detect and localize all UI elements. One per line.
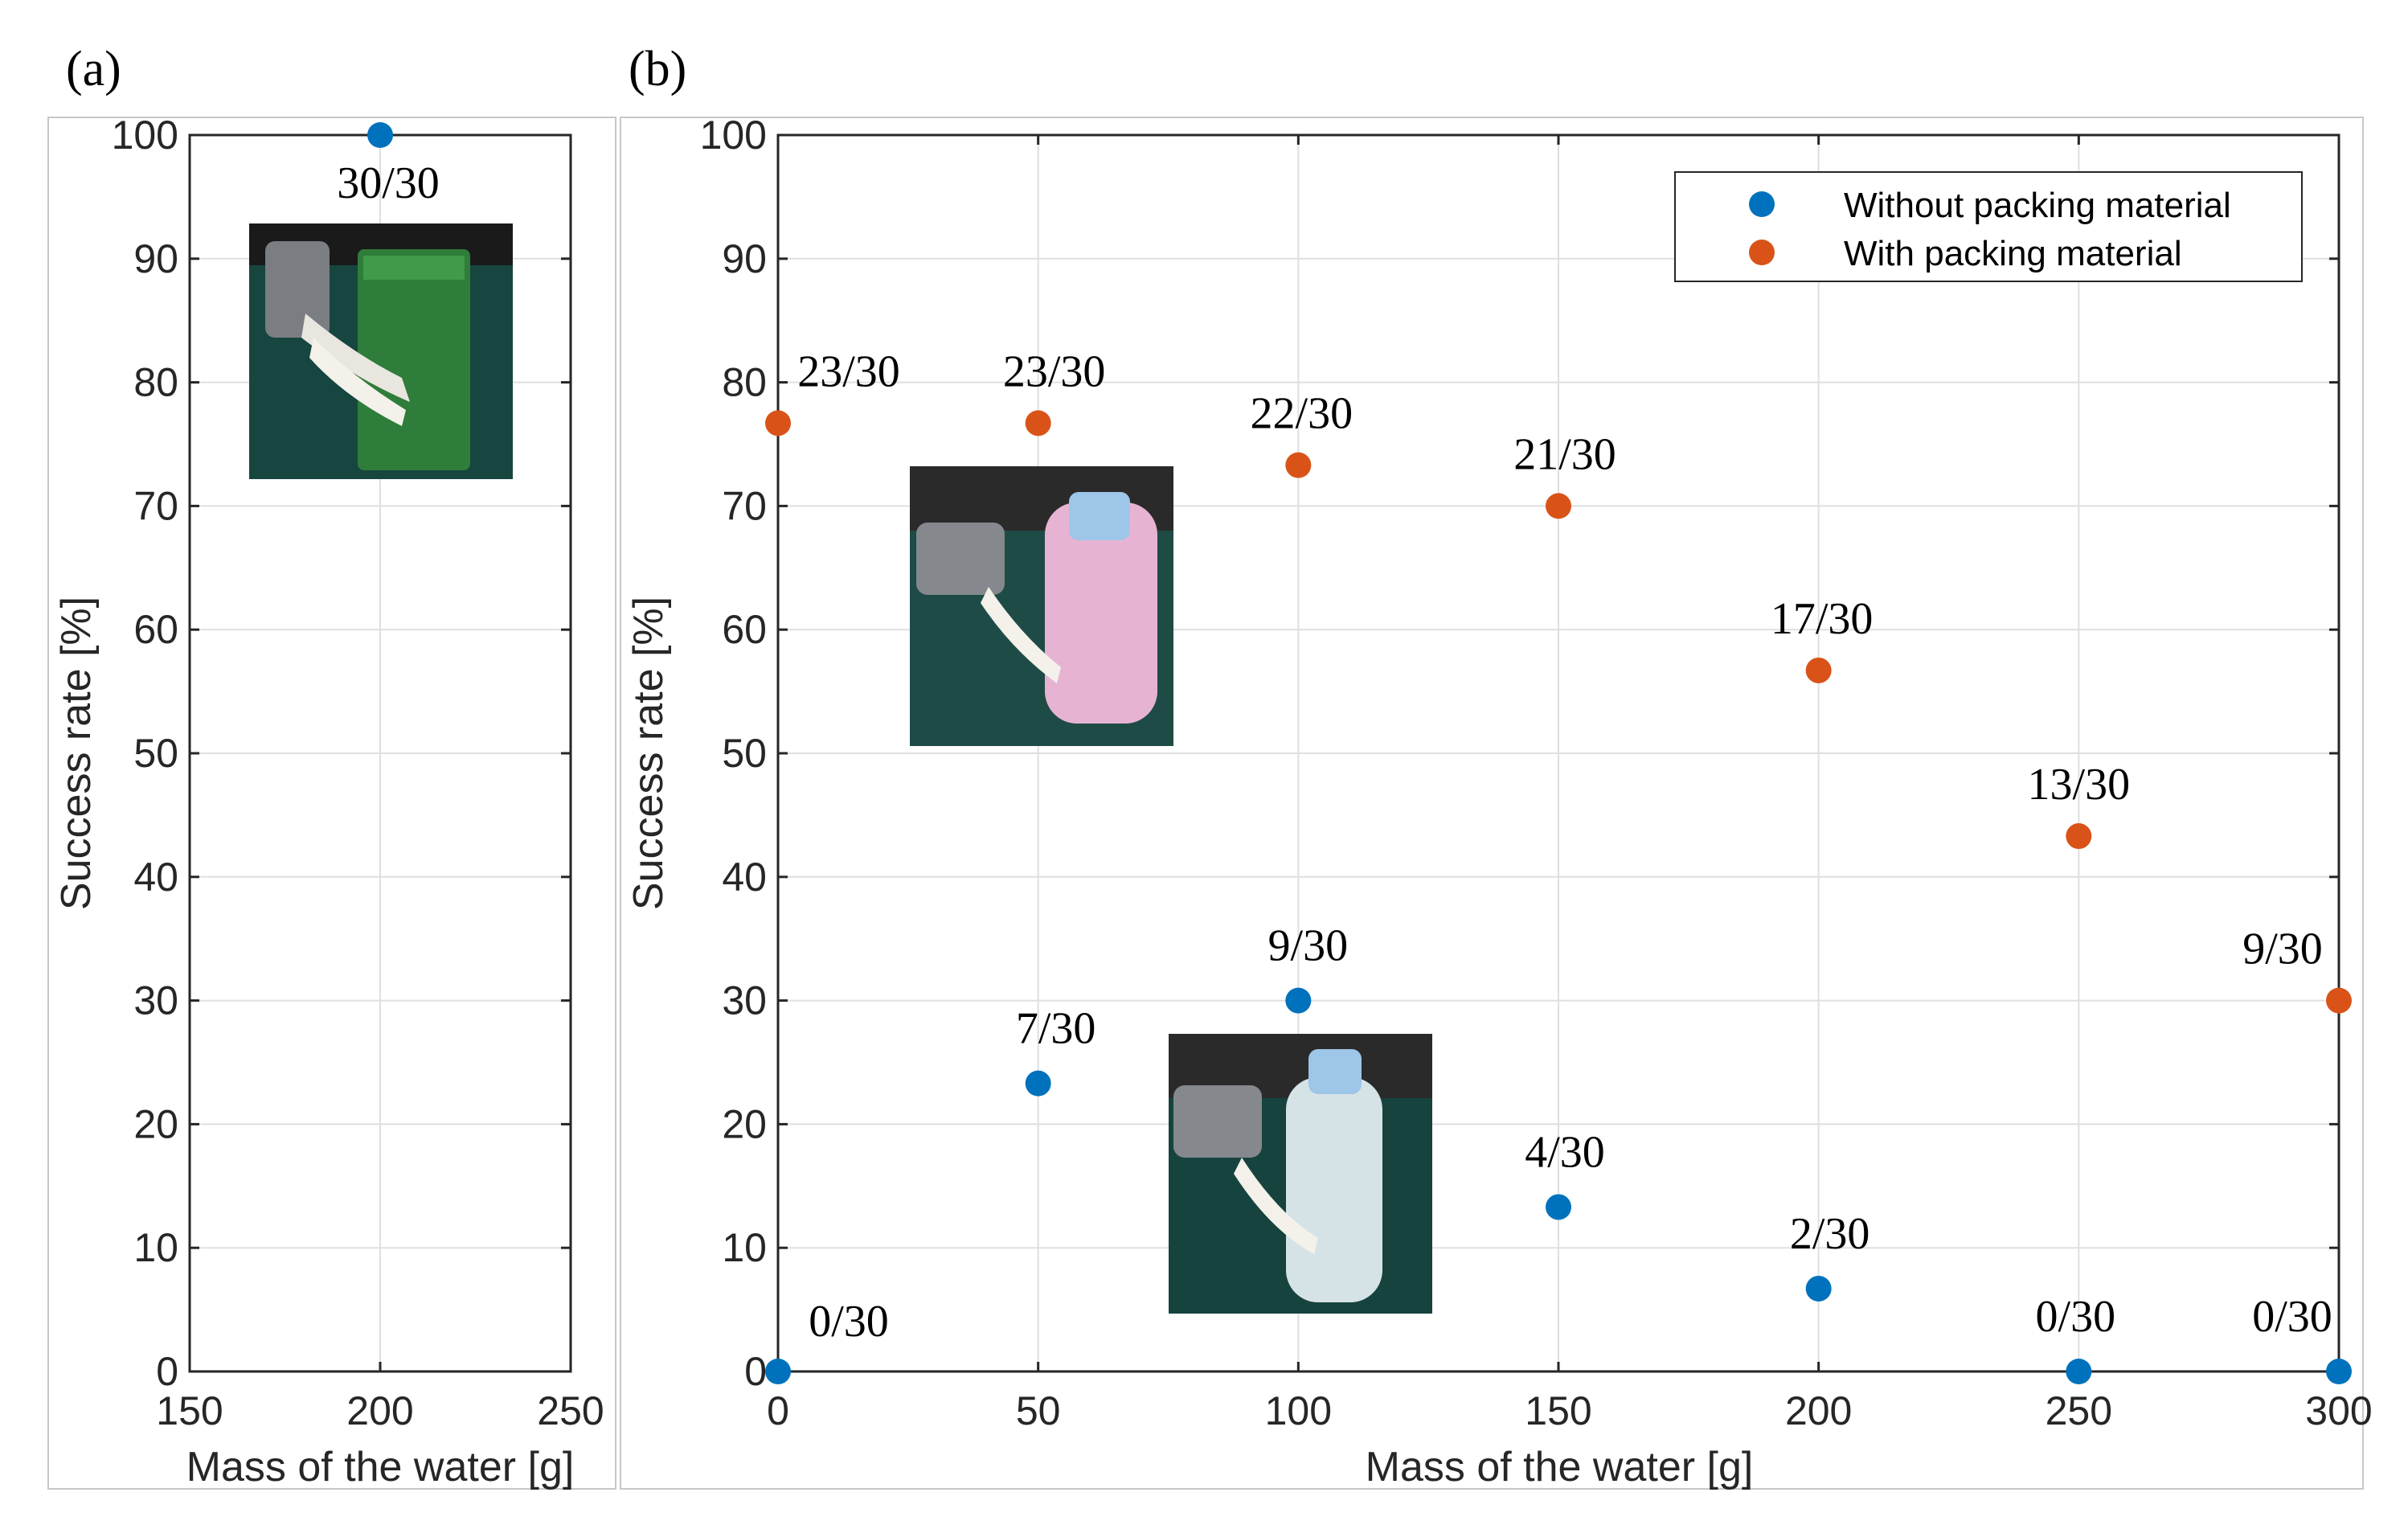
y-tick-label: 90 bbox=[722, 236, 767, 281]
plot-a: 0 10 20 30 40 50 60 70 80 90 100 150 200 250 30/30 M… bbox=[53, 113, 604, 1490]
panel-a-label: (a) bbox=[66, 42, 121, 96]
marks-b: 0/30 7/30 9/30 4/30 2/30 0/30 0/30 23/30 23/30 22… bbox=[765, 346, 2352, 1384]
data-point bbox=[1805, 1275, 1832, 1302]
y-tick-label: 40 bbox=[722, 855, 767, 900]
panel-b-frame bbox=[620, 117, 2364, 1490]
y-axis-title-b: Success rate [%] bbox=[625, 597, 672, 910]
data-label: 23/30 bbox=[1003, 346, 1106, 396]
data-label: 9/30 bbox=[1268, 921, 1349, 971]
data-label: 4/30 bbox=[1525, 1127, 1605, 1177]
x-tick-label: 250 bbox=[2046, 1388, 2112, 1433]
data-point bbox=[1285, 452, 1312, 478]
gripper-holding-bottle-with-packing-material-photo bbox=[910, 466, 1173, 746]
y-tick-label: 20 bbox=[722, 1101, 767, 1146]
x-tick-label: 100 bbox=[1265, 1388, 1332, 1433]
y-tick-label: 70 bbox=[722, 483, 767, 528]
data-label: 13/30 bbox=[2028, 760, 2131, 810]
y-tick-label: 0 bbox=[744, 1349, 767, 1394]
data-point bbox=[765, 1359, 791, 1384]
data-point bbox=[2066, 1359, 2092, 1384]
legend-box bbox=[1674, 171, 2303, 282]
data-label: 0/30 bbox=[2252, 1292, 2332, 1342]
data-point bbox=[1285, 987, 1312, 1014]
x-axis-title-b: Mass of the water [g] bbox=[1366, 1444, 1754, 1490]
y-tick-label: 60 bbox=[722, 607, 767, 652]
data-point bbox=[2066, 823, 2092, 850]
data-point bbox=[1805, 657, 1832, 683]
x-tick-label: 150 bbox=[156, 1388, 223, 1433]
y-axis-title-a: Success rate [%] bbox=[53, 597, 100, 910]
legend: Without packing material With packing ma… bbox=[1674, 171, 2303, 282]
y-tick-label: 50 bbox=[722, 731, 767, 776]
y-tick-label: 100 bbox=[700, 113, 767, 158]
data-point bbox=[1546, 493, 1571, 519]
x-tick-label: 150 bbox=[1525, 1388, 1591, 1433]
x-axis-title-a: Mass of the water [g] bbox=[186, 1444, 575, 1490]
data-label: 17/30 bbox=[1771, 594, 1874, 644]
y-tick-label: 10 bbox=[133, 1225, 178, 1270]
panel-a-frame bbox=[47, 117, 616, 1490]
y-ticks-a: 0 10 20 30 40 50 60 70 80 90 100 bbox=[112, 113, 571, 1394]
x-tick-label: 200 bbox=[1785, 1388, 1852, 1433]
plot-b: 0 10 20 30 40 50 60 70 80 90 100 0 50 100 150 200 250 30… bbox=[625, 113, 2373, 1490]
data-point bbox=[2326, 1359, 2352, 1384]
data-label: 30/30 bbox=[337, 158, 440, 208]
y-tick-label: 20 bbox=[133, 1101, 178, 1146]
data-label: 2/30 bbox=[1790, 1209, 1870, 1259]
data-point bbox=[765, 410, 791, 437]
y-tick-label: 30 bbox=[722, 978, 767, 1023]
y-tick-label: 50 bbox=[133, 731, 178, 776]
y-tick-label: 40 bbox=[133, 855, 178, 900]
y-tick-label: 30 bbox=[133, 978, 178, 1023]
legend-marker-with bbox=[1749, 240, 1775, 265]
y-tick-label: 60 bbox=[133, 607, 178, 652]
gripper-holding-plain-water-bottle-photo bbox=[1169, 1034, 1432, 1314]
legend-label-without: Without packing material bbox=[1844, 186, 2231, 225]
data-label: 21/30 bbox=[1513, 429, 1616, 479]
y-tick-label: 100 bbox=[112, 113, 178, 158]
x-tick-label: 200 bbox=[346, 1388, 413, 1433]
x-tick-label: 300 bbox=[2305, 1388, 2372, 1433]
data-label: 9/30 bbox=[2242, 924, 2323, 974]
data-point bbox=[2326, 987, 2352, 1014]
x-ticks-a: 150 200 250 bbox=[156, 135, 604, 1433]
x-tick-label: 50 bbox=[1016, 1388, 1061, 1433]
x-ticks-b: 0 50 100 150 200 250 300 bbox=[767, 135, 2373, 1433]
data-point bbox=[1025, 410, 1051, 437]
y-tick-label: 80 bbox=[133, 360, 178, 405]
data-label: 23/30 bbox=[797, 346, 900, 396]
legend-label-with: With packing material bbox=[1844, 234, 2182, 273]
data-point bbox=[1025, 1070, 1051, 1097]
legend-marker-without bbox=[1749, 191, 1775, 217]
y-tick-label: 90 bbox=[133, 236, 178, 281]
marks-a: 30/30 bbox=[337, 122, 440, 208]
data-label: 22/30 bbox=[1251, 389, 1353, 439]
y-tick-label: 80 bbox=[722, 360, 767, 405]
panel-b-label: (b) bbox=[629, 42, 686, 96]
x-tick-label: 250 bbox=[537, 1388, 604, 1433]
y-tick-label: 0 bbox=[156, 1349, 178, 1394]
data-label: 0/30 bbox=[809, 1297, 889, 1347]
data-point bbox=[1546, 1194, 1571, 1220]
grid-b bbox=[777, 134, 2340, 1372]
y-tick-label: 70 bbox=[133, 483, 178, 528]
x-tick-label: 0 bbox=[767, 1388, 789, 1433]
data-label: 7/30 bbox=[1016, 1004, 1096, 1054]
data-point bbox=[367, 122, 393, 148]
data-label: 0/30 bbox=[2036, 1292, 2116, 1342]
gripper-holding-green-box-photo bbox=[249, 223, 513, 479]
y-tick-label: 10 bbox=[722, 1225, 767, 1270]
